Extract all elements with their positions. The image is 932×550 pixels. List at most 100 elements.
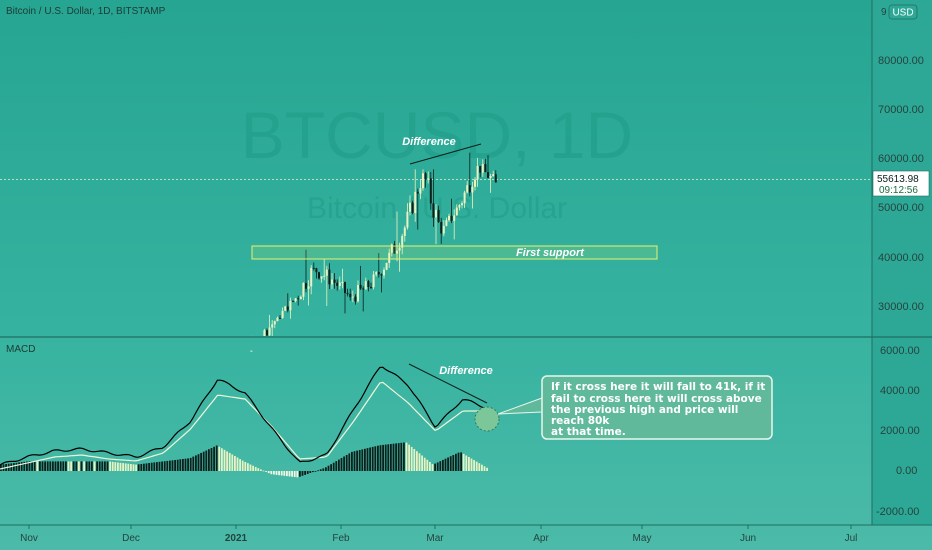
macd-histogram-bar — [470, 458, 473, 471]
macd-histogram-bar — [267, 471, 270, 474]
candle-body — [323, 275, 326, 277]
candle-body — [487, 172, 489, 178]
macd-histogram-bar — [163, 461, 166, 471]
macd-histogram-bar — [361, 449, 364, 471]
macd-histogram-bar — [252, 465, 254, 471]
macd-histogram-bar — [249, 464, 252, 471]
macd-histogram-bar — [244, 462, 247, 471]
candle-body — [409, 202, 411, 212]
macd-histogram-bar — [150, 462, 153, 471]
macd-histogram-bar — [223, 449, 226, 471]
macd-histogram-bar — [83, 461, 85, 471]
macd-histogram-bar — [106, 461, 109, 471]
macd-histogram-bar — [254, 466, 257, 471]
candle-body — [315, 268, 318, 273]
macd-histogram-bar — [369, 447, 371, 471]
macd-histogram-bar — [426, 459, 429, 471]
callout-line: at that time. — [551, 426, 626, 438]
candle-body — [333, 279, 336, 283]
candle-body — [367, 281, 370, 287]
macd-histogram-bar — [351, 451, 353, 471]
macd-histogram-bar — [119, 462, 122, 471]
macd-histogram-bar — [291, 471, 293, 477]
candle-body — [284, 306, 287, 311]
macd-histogram-bar — [104, 461, 106, 471]
candle-body — [375, 272, 378, 275]
macd-histogram-bar — [26, 461, 28, 471]
candles-layer — [250, 152, 497, 352]
macd-histogram-bar — [174, 460, 176, 471]
macd-histogram-bar — [293, 471, 296, 477]
macd-axis[interactable]: 6000.00 4000.00 2000.00 0.00 -2000.00 — [876, 345, 920, 518]
macd-histogram-bar — [98, 461, 101, 471]
macd-histogram-bar — [236, 457, 239, 471]
candle-body — [471, 186, 474, 193]
macd-histogram-bar — [275, 471, 278, 475]
macd-histogram-bar — [161, 461, 163, 471]
macd-histogram-bar — [36, 461, 39, 471]
macd-histogram-bar — [189, 457, 192, 471]
candle-body — [320, 276, 323, 279]
macd-histogram-bar — [431, 464, 434, 471]
candle-body — [411, 202, 414, 214]
macd-histogram-bar — [179, 459, 182, 471]
macd-histogram-bar — [410, 446, 413, 471]
macd-difference-trendline[interactable] — [408, 363, 488, 404]
candle-body — [492, 174, 495, 177]
candle-body — [344, 282, 346, 294]
macd-histogram-bar — [93, 461, 96, 471]
callout-box[interactable] — [541, 375, 773, 440]
macd-label[interactable]: MACD — [6, 344, 35, 355]
candle-body — [372, 274, 375, 288]
currency-badge[interactable] — [888, 4, 918, 20]
candle-body — [302, 282, 305, 297]
candle-body — [442, 225, 445, 234]
macd-histogram-bar — [44, 461, 46, 471]
macd-histogram-bar — [10, 463, 13, 471]
macd-difference-label: Difference — [439, 365, 493, 377]
macd-histogram-bar — [127, 463, 130, 471]
macd-histogram-bar — [379, 445, 382, 471]
candle-body — [354, 296, 357, 302]
macd-histogram-bar — [462, 453, 465, 471]
support-zone[interactable] — [251, 245, 658, 260]
macd-histogram-bar — [153, 462, 156, 471]
macd-histogram-bar — [460, 452, 462, 471]
candle-body — [377, 272, 380, 275]
candle-body — [370, 286, 372, 288]
macd-histogram-bar — [449, 456, 452, 471]
macd-histogram-bar — [286, 471, 288, 477]
watermark-name: Bitcoin / U.S. Dollar — [307, 192, 567, 225]
macd-histogram-bar — [13, 463, 15, 471]
cross-point-marker[interactable] — [474, 406, 500, 432]
macd-histogram-bar — [317, 470, 319, 472]
candle-body — [307, 286, 310, 289]
macd-histogram-bar — [57, 461, 59, 471]
macd-histogram-bar — [325, 467, 327, 471]
macd-histogram-bar — [273, 471, 275, 475]
macd-histogram-bar — [213, 446, 215, 471]
macd-histogram-bar — [397, 443, 400, 471]
price-axis[interactable]: 80000.00 70000.00 60000.00 50000.00 4000… — [878, 55, 924, 313]
candle-body — [424, 173, 427, 180]
macd-histogram-bar — [46, 461, 49, 471]
macd-histogram-bar — [176, 459, 179, 471]
macd-histogram-bar — [49, 461, 52, 471]
candle-body — [455, 207, 458, 216]
macd-histogram-bar — [197, 454, 200, 471]
price-difference-trendline[interactable] — [409, 143, 482, 165]
macd-histogram-bar — [111, 461, 114, 471]
candle-body — [463, 192, 466, 204]
candle-body — [484, 164, 487, 173]
macd-histogram-bar — [78, 461, 80, 471]
chart-title[interactable]: Bitcoin / U.S. Dollar, 1D, BITSTAMP — [6, 6, 166, 17]
macd-histogram-bar — [387, 444, 390, 471]
macd-histogram-bar — [132, 464, 135, 471]
macd-histogram-bar — [54, 461, 57, 471]
macd-histogram-bar — [241, 460, 244, 471]
time-axis[interactable]: Nov Dec 2021 Feb Mar Apr May Jun Jul — [20, 525, 857, 544]
candle-body — [312, 267, 315, 269]
macd-histogram-bar — [33, 461, 36, 471]
candle-body — [294, 298, 297, 302]
